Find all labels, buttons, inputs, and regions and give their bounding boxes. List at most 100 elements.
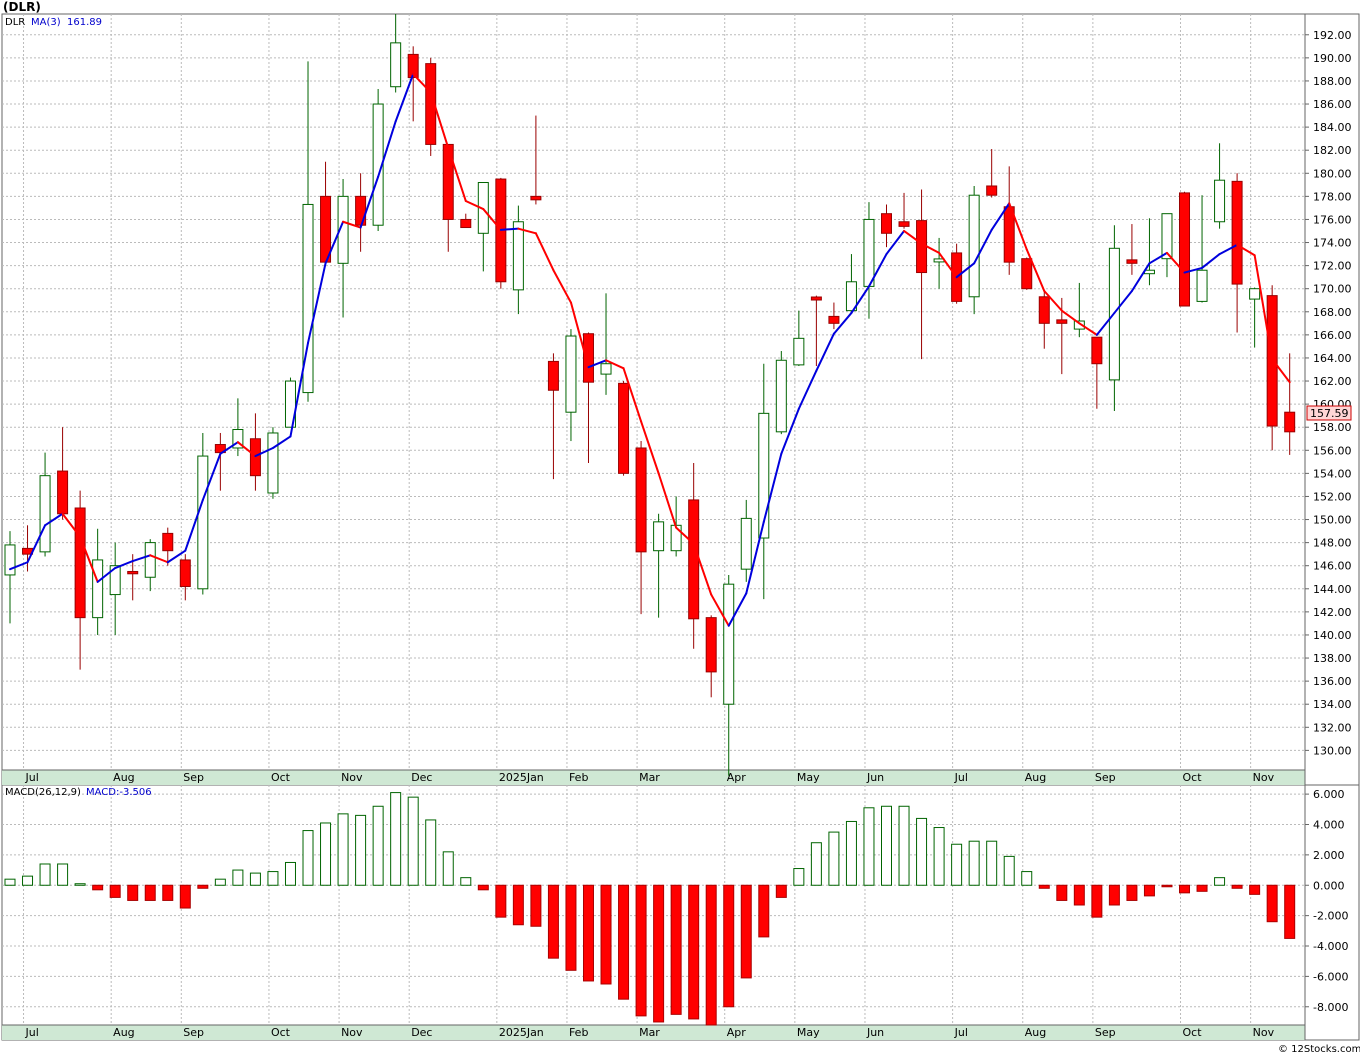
ma-segment [1078, 322, 1098, 336]
candle-down [460, 213, 472, 229]
candle-body [390, 42, 402, 88]
candle-down [898, 192, 910, 229]
candle-body [1214, 179, 1226, 223]
candle-up [723, 574, 735, 776]
macd-bar-positive [302, 830, 314, 886]
ma-segment [1253, 254, 1274, 361]
ma-segment [1060, 309, 1081, 325]
macd-bar-negative [495, 884, 507, 918]
ma-segment [184, 498, 204, 552]
ma-segment [1201, 253, 1221, 269]
candle-body [670, 524, 682, 552]
ma-segment [1271, 358, 1291, 384]
candle-up [1161, 213, 1173, 278]
candle-up [758, 363, 770, 600]
macd-bar-positive [460, 877, 472, 886]
ma-segment [867, 253, 888, 288]
candle-up [1214, 143, 1226, 229]
price-y-tick-label: 148.00 [1313, 537, 1352, 550]
macd-bar-negative [635, 884, 647, 1017]
candle-down [547, 353, 559, 480]
candle-up [390, 14, 402, 93]
ma-segment [938, 251, 958, 279]
macd-bar-positive [863, 807, 875, 886]
legend-ma-value: 161.89 [67, 17, 102, 28]
candle-up [600, 293, 612, 395]
macd-y-tick-label: -2.000 [1313, 910, 1348, 923]
macd-bar-positive [951, 843, 963, 886]
macd-bar-negative [547, 884, 559, 959]
macd-y-tick-label: -6.000 [1313, 970, 1348, 983]
candle-down [1126, 224, 1138, 275]
ma-segment [79, 535, 99, 583]
price-y-tick-label: 132.00 [1313, 721, 1352, 734]
price-y-tick-label: 168.00 [1313, 306, 1352, 319]
macd-bar-negative [1091, 884, 1103, 918]
candle-down [1266, 285, 1278, 451]
ma-segment [1043, 290, 1063, 312]
ma-segment [447, 146, 467, 202]
macd-bar-positive [968, 840, 980, 886]
candle-body [530, 195, 542, 201]
site-credit: © 12Stocks.com [1278, 1044, 1360, 1055]
candle-body [197, 455, 209, 590]
macd-bar-positive [898, 805, 910, 886]
ma-segment [1025, 248, 1046, 293]
candle-body [582, 333, 594, 383]
price-y-tick-label: 136.00 [1313, 675, 1352, 688]
ma-segment [114, 560, 134, 570]
price-y-tick-label: 172.00 [1313, 260, 1352, 273]
legend-symbol: DLR [5, 17, 25, 28]
ma-segment [394, 73, 415, 123]
ma-segment [517, 227, 537, 235]
candle-body [1056, 319, 1068, 324]
candle-down [810, 295, 822, 367]
macd-bar-negative [162, 884, 174, 901]
candle-body [512, 221, 524, 291]
candle-body [4, 544, 16, 576]
candle-up [1073, 282, 1085, 338]
ma-segment [727, 592, 748, 627]
macd-y-tick-label: 6.000 [1313, 788, 1345, 801]
ma-segment [1148, 251, 1168, 265]
price-y-tick-label: 182.00 [1313, 144, 1352, 157]
ma-segment [149, 554, 169, 564]
macd-bar-negative [1126, 884, 1138, 901]
price-x-tick-label: Oct [271, 771, 291, 784]
macd-bar-positive [933, 827, 945, 886]
candle-body [302, 203, 314, 394]
candle-up [968, 185, 980, 315]
ma-segment [1130, 262, 1151, 293]
ma-segment [990, 202, 1011, 231]
candle-down [1091, 336, 1103, 409]
ma-segment [569, 301, 590, 369]
ma-segment [885, 229, 906, 256]
candle-body [144, 542, 156, 578]
candle-body [863, 218, 875, 287]
candle-down [635, 441, 647, 615]
price-y-tick-label: 162.00 [1313, 375, 1352, 388]
candle-up [1196, 195, 1208, 303]
macd-x-tick-label: Jun [866, 1026, 884, 1039]
macd-bar-positive [986, 840, 998, 886]
candle-body [653, 521, 665, 552]
candle-body [1073, 320, 1085, 330]
candle-body [1021, 258, 1033, 290]
ma-segment [464, 199, 485, 211]
macd-bar-negative [179, 884, 191, 909]
macd-bar-negative [92, 884, 104, 891]
macd-bar-positive [793, 868, 805, 886]
price-x-tick-label: Jun [866, 771, 884, 784]
candle-body [1196, 269, 1208, 302]
macd-bar-negative [1284, 884, 1296, 939]
candle-down [495, 177, 507, 289]
macd-bar-negative [565, 884, 577, 971]
candle-up [565, 329, 577, 442]
ma-segment [96, 567, 117, 583]
candle-body [547, 360, 559, 391]
macd-x-tick-label: Oct [1183, 1026, 1203, 1039]
candle-down [179, 554, 191, 601]
candle-body [635, 447, 647, 553]
last-price-label: 157.59 [1310, 407, 1349, 420]
macd-y-tick-label: 4.000 [1313, 818, 1345, 831]
